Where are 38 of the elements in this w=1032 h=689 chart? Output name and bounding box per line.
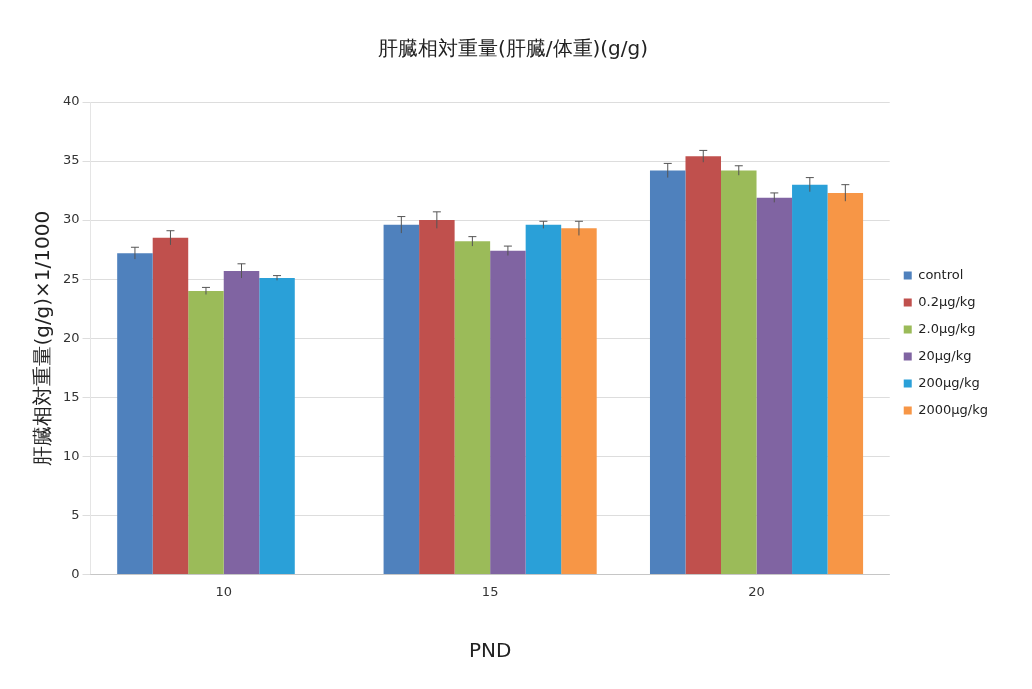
bar (792, 184, 828, 574)
legend-label: 2.0μg/kg (918, 320, 976, 336)
legend-label: 2000μg/kg (918, 401, 989, 417)
y-tick-label: 35 (63, 152, 80, 168)
y-tick-label: 40 (63, 93, 80, 109)
bar (490, 250, 526, 574)
bar (152, 237, 189, 574)
bar (756, 197, 793, 574)
x-axis-title: PND (468, 638, 512, 663)
y-tick-label: 30 (63, 211, 80, 227)
y-tick-label: 15 (63, 388, 80, 404)
legend-label: control (918, 266, 964, 282)
bar (419, 220, 455, 574)
bar (525, 224, 562, 574)
y-axis-title: 肝臓相対重量(g/g)×1/1000 (30, 210, 55, 466)
chart-title: 肝臓相対重量(肝臓/体重)(g/g) (377, 36, 649, 61)
y-tick-label: 0 (71, 565, 80, 581)
bar (721, 170, 757, 574)
bar (685, 156, 722, 574)
bar (561, 228, 597, 574)
x-tick-label: 15 (481, 583, 499, 599)
bar (383, 224, 420, 574)
legend-label: 20μg/kg (918, 347, 972, 363)
y-tick-label: 10 (63, 447, 80, 463)
y-tick-label: 5 (71, 506, 80, 522)
bar (454, 241, 491, 574)
bar (223, 270, 260, 574)
bar (827, 192, 864, 574)
bar (117, 253, 153, 574)
bar (649, 170, 686, 574)
x-tick-label: 10 (215, 583, 233, 599)
y-tick-label: 20 (63, 329, 80, 345)
legend-label: 200μg/kg (918, 374, 980, 390)
bar (259, 277, 295, 574)
bar (188, 290, 224, 574)
x-tick-label: 20 (748, 583, 765, 599)
y-tick-label: 25 (63, 270, 80, 286)
legend-label: 0.2μg/kg (918, 293, 976, 309)
